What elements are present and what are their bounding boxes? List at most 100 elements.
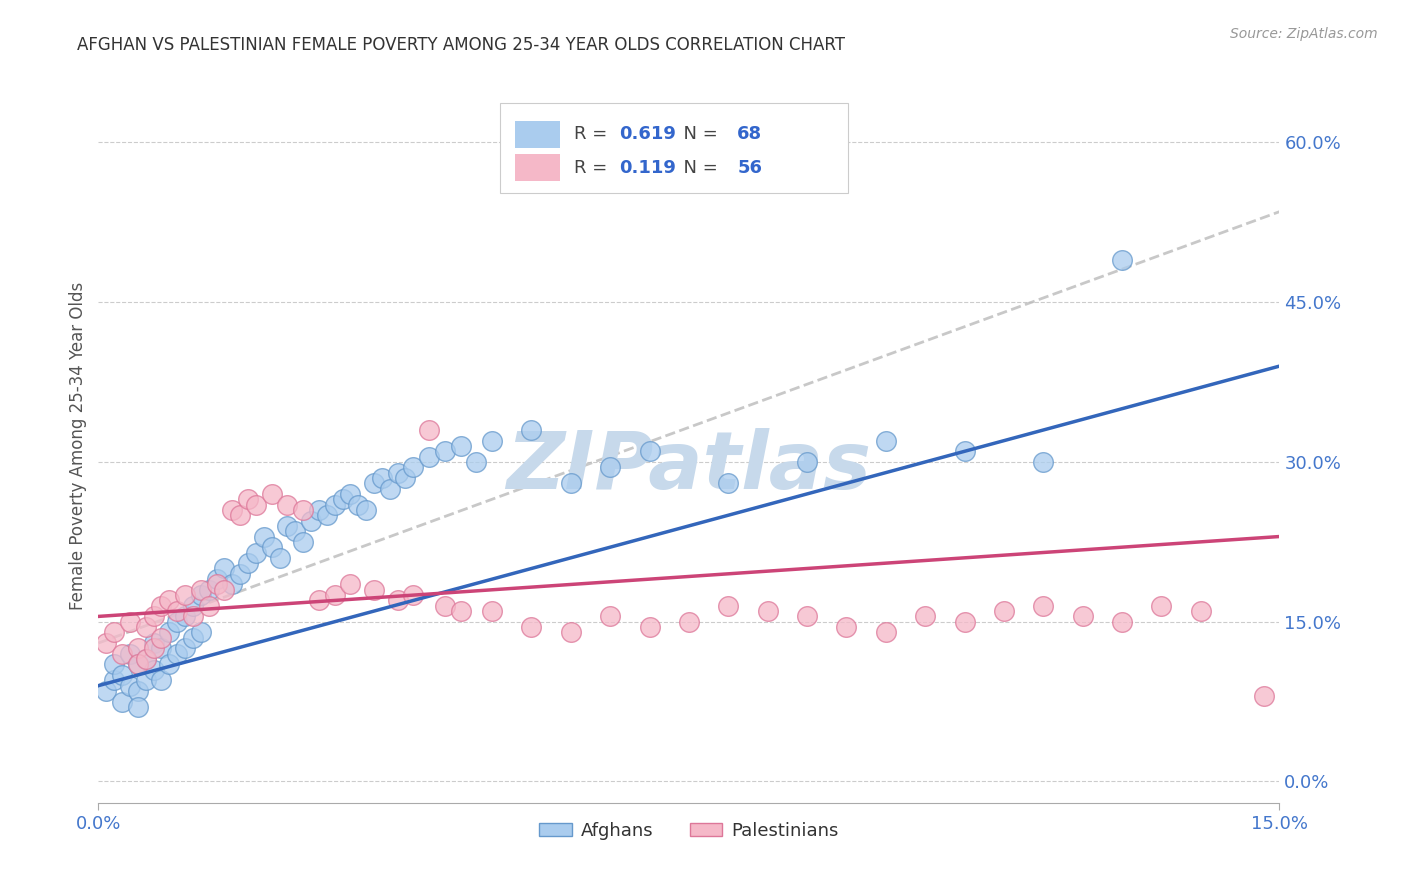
Point <box>339 487 361 501</box>
Point <box>638 444 661 458</box>
Point <box>269 550 291 565</box>
Point <box>993 604 1015 618</box>
Point <box>150 641 173 656</box>
Point <box>796 609 818 624</box>
Point <box>371 471 394 485</box>
Point <box>135 673 157 688</box>
Point <box>150 673 173 688</box>
Point <box>323 588 346 602</box>
Point <box>638 620 661 634</box>
Point <box>481 604 503 618</box>
Point <box>96 636 118 650</box>
Point <box>111 647 134 661</box>
Point <box>678 615 700 629</box>
Point <box>418 450 440 464</box>
Point <box>181 599 204 613</box>
Point <box>1111 615 1133 629</box>
Point <box>363 476 385 491</box>
Text: 0.119: 0.119 <box>619 159 676 177</box>
Point <box>332 492 354 507</box>
Point <box>197 599 219 613</box>
Point <box>387 593 409 607</box>
Point <box>260 487 283 501</box>
Point <box>315 508 337 523</box>
Point <box>717 476 740 491</box>
Point <box>111 695 134 709</box>
Point <box>127 657 149 672</box>
Point <box>276 519 298 533</box>
Text: R =: R = <box>575 125 613 143</box>
FancyBboxPatch shape <box>516 120 560 148</box>
Point <box>520 423 543 437</box>
Text: 68: 68 <box>737 125 762 143</box>
Point <box>914 609 936 624</box>
Point <box>308 593 330 607</box>
Point <box>284 524 307 539</box>
Point <box>221 503 243 517</box>
Point <box>450 604 472 618</box>
Point <box>96 684 118 698</box>
Point <box>221 577 243 591</box>
Point <box>1071 609 1094 624</box>
Point <box>127 657 149 672</box>
Point <box>245 498 267 512</box>
Point <box>387 466 409 480</box>
Point <box>308 503 330 517</box>
Point <box>953 615 976 629</box>
Point <box>166 604 188 618</box>
Point <box>875 434 897 448</box>
Point <box>190 582 212 597</box>
Point <box>229 508 252 523</box>
Point <box>205 572 228 586</box>
Point <box>253 529 276 543</box>
Point <box>875 625 897 640</box>
Point <box>127 641 149 656</box>
Point <box>118 647 141 661</box>
Point <box>174 641 197 656</box>
Point <box>339 577 361 591</box>
Point <box>157 625 180 640</box>
Point <box>142 636 165 650</box>
Point <box>166 647 188 661</box>
Point <box>190 625 212 640</box>
Point <box>347 498 370 512</box>
Point <box>229 566 252 581</box>
Text: Source: ZipAtlas.com: Source: ZipAtlas.com <box>1230 27 1378 41</box>
Point <box>157 593 180 607</box>
Point <box>481 434 503 448</box>
Text: R =: R = <box>575 159 613 177</box>
Point <box>236 492 259 507</box>
Point <box>260 540 283 554</box>
Point <box>378 482 401 496</box>
Point <box>394 471 416 485</box>
Point <box>118 679 141 693</box>
Point <box>323 498 346 512</box>
Point <box>197 582 219 597</box>
Point <box>166 615 188 629</box>
Point <box>127 700 149 714</box>
Point <box>142 609 165 624</box>
Point <box>190 588 212 602</box>
Point <box>181 609 204 624</box>
Point <box>433 444 456 458</box>
Point <box>174 588 197 602</box>
Text: 0.619: 0.619 <box>619 125 676 143</box>
Point <box>150 599 173 613</box>
Point <box>214 582 236 597</box>
Point <box>118 615 141 629</box>
Point <box>796 455 818 469</box>
Point <box>292 534 315 549</box>
Point <box>245 545 267 559</box>
Point <box>103 657 125 672</box>
Text: AFGHAN VS PALESTINIAN FEMALE POVERTY AMONG 25-34 YEAR OLDS CORRELATION CHART: AFGHAN VS PALESTINIAN FEMALE POVERTY AMO… <box>77 36 845 54</box>
Point <box>135 620 157 634</box>
Point <box>299 514 322 528</box>
Point <box>150 631 173 645</box>
Point <box>292 503 315 517</box>
Point <box>214 561 236 575</box>
Point <box>1111 252 1133 267</box>
Point <box>363 582 385 597</box>
Point <box>111 668 134 682</box>
Point <box>1189 604 1212 618</box>
Point <box>560 625 582 640</box>
